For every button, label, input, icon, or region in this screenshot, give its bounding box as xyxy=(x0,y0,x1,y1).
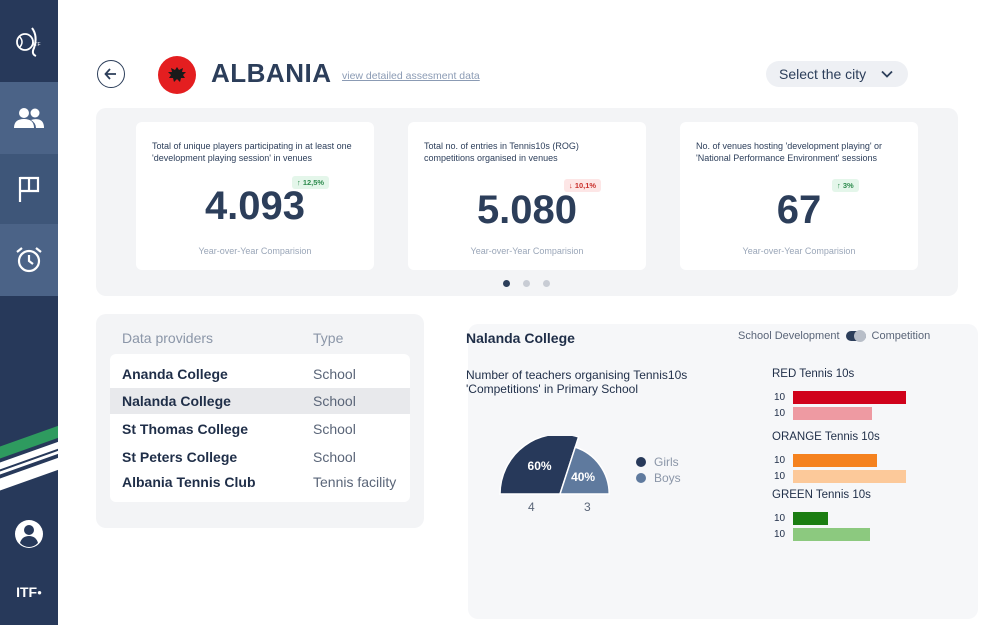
albania-eagle-icon xyxy=(168,67,186,82)
sidebar: ITF xyxy=(0,0,58,625)
provider-type: School xyxy=(313,449,356,465)
column-header-type: Type xyxy=(313,330,344,346)
provider-type: Tennis facility xyxy=(313,474,397,490)
sidebar-item-flag[interactable] xyxy=(0,154,58,224)
bar-value-label: 10 xyxy=(774,529,786,540)
bar-value-label: 10 xyxy=(774,455,786,466)
column-header-providers: Data providers xyxy=(122,330,214,346)
bar xyxy=(793,391,906,404)
kpi-description: Total no. of entries in Tennis10s (ROG) … xyxy=(424,141,579,163)
list-item[interactable]: Ananda College School xyxy=(110,361,410,387)
bar xyxy=(793,454,877,467)
kpi-change-badge: ↓ 10,1% xyxy=(564,179,602,192)
itf-footer-logo: ITF ● xyxy=(16,584,42,600)
list-item[interactable]: St Thomas College School xyxy=(110,416,410,442)
providers-list: Ananda College School Nalanda College Sc… xyxy=(110,354,410,502)
user-avatar-icon xyxy=(15,520,43,548)
bar xyxy=(793,407,872,420)
list-item[interactable]: St Peters College School xyxy=(110,444,410,470)
kpi-footer: Year-over-Year Comparision xyxy=(742,246,856,256)
app-logo[interactable]: ITF xyxy=(0,0,58,82)
pie-count-boys: 3 xyxy=(584,500,591,514)
pie-count-girls: 4 xyxy=(528,500,535,514)
bar-group-title: ORANGE Tennis 10s xyxy=(772,431,880,443)
pie-slice-girls xyxy=(499,436,580,495)
legend-item-girls: Girls xyxy=(636,454,681,470)
bar-value-label: 10 xyxy=(774,471,786,482)
kpi-card-players: Total of unique players participating in… xyxy=(136,122,374,270)
city-select-label: Select the city xyxy=(779,66,867,82)
provider-type: School xyxy=(313,366,356,382)
bar xyxy=(793,528,870,541)
country-flag xyxy=(158,56,196,94)
kpi-card-entries: Total no. of entries in Tennis10s (ROG) … xyxy=(408,122,646,270)
alarm-clock-icon xyxy=(16,247,42,273)
chevron-down-icon xyxy=(881,70,893,78)
sidebar-item-profile[interactable] xyxy=(0,508,58,560)
provider-name: Ananda College xyxy=(122,366,228,382)
provider-name: St Thomas College xyxy=(122,421,249,437)
legend-item-boys: Boys xyxy=(636,470,681,486)
bar-group-title: RED Tennis 10s xyxy=(772,368,855,380)
tennis-logo-icon: ITF xyxy=(16,27,41,57)
pie-slice-label: 40% xyxy=(571,470,595,484)
bar-value-label: 10 xyxy=(774,392,786,403)
view-toggle[interactable]: School Development Competition xyxy=(738,330,930,342)
provider-name: St Peters College xyxy=(122,449,238,465)
bar-value-label: 10 xyxy=(774,408,786,419)
legend-swatch xyxy=(636,457,646,467)
kpi-description: No. of venues hosting 'development playi… xyxy=(696,141,883,163)
bar-group-title: GREEN Tennis 10s xyxy=(772,489,871,501)
bar-value-label: 10 xyxy=(774,513,786,524)
carousel-dot[interactable] xyxy=(543,280,550,287)
svg-text:ITF: ITF xyxy=(33,42,41,48)
kpi-value: 67 xyxy=(776,188,822,232)
kpi-card-venues: No. of venues hosting 'development playi… xyxy=(680,122,918,270)
flag-icon xyxy=(18,176,40,202)
provider-type: School xyxy=(313,393,356,409)
data-providers-panel: Data providers Type Ananda College Schoo… xyxy=(96,314,424,528)
detail-title: Nalanda College xyxy=(466,330,575,346)
decorative-stripes xyxy=(0,425,58,491)
kpi-change-badge: ↑ 3% xyxy=(832,179,859,192)
legend-swatch xyxy=(636,473,646,483)
users-icon xyxy=(14,108,44,128)
toggle-label-left: School Development xyxy=(738,330,840,342)
itf-logo-text: ITF xyxy=(16,584,38,600)
page-title: ALBANIA xyxy=(211,58,332,88)
kpi-change-badge: ↑ 12,5% xyxy=(292,176,330,189)
kpi-footer: Year-over-Year Comparision xyxy=(470,246,584,256)
legend-label: Girls xyxy=(654,455,679,469)
toggle-label-right: Competition xyxy=(871,330,931,342)
pie-slice-label: 60% xyxy=(528,459,552,473)
carousel-dot[interactable] xyxy=(503,280,510,287)
provider-name: Albania Tennis Club xyxy=(122,474,256,490)
pie-slice-boys xyxy=(558,446,610,495)
pie-legend: Girls Boys xyxy=(636,454,681,486)
carousel-dot[interactable] xyxy=(523,280,530,287)
list-item-selected[interactable]: Nalanda College School xyxy=(110,388,410,414)
assessment-data-link[interactable]: view detailed assesment data xyxy=(342,70,480,82)
chart-subtitle: Number of teachers organising Tennis10s … xyxy=(466,368,688,396)
bar xyxy=(793,470,906,483)
bar xyxy=(793,512,828,525)
city-select[interactable]: Select the city xyxy=(766,61,908,87)
legend-label: Boys xyxy=(654,471,681,485)
back-button[interactable] xyxy=(97,60,125,88)
kpi-carousel: Total of unique players participating in… xyxy=(96,108,958,296)
provider-name: Nalanda College xyxy=(122,393,231,409)
kpi-value: 5.080 xyxy=(476,188,578,232)
provider-type: School xyxy=(313,421,356,437)
sidebar-item-alarm[interactable] xyxy=(0,224,58,296)
sidebar-item-users[interactable] xyxy=(0,82,58,154)
toggle-switch[interactable] xyxy=(845,330,866,342)
arrow-left-icon xyxy=(104,68,116,80)
teachers-pie-chart: 60% 40% xyxy=(499,436,610,495)
kpi-footer: Year-over-Year Comparision xyxy=(198,246,312,256)
kpi-value: 4.093 xyxy=(204,184,306,228)
carousel-dots xyxy=(503,280,550,287)
kpi-description: Total of unique players participating in… xyxy=(152,141,352,163)
list-item[interactable]: Albania Tennis Club Tennis facility xyxy=(110,469,410,495)
